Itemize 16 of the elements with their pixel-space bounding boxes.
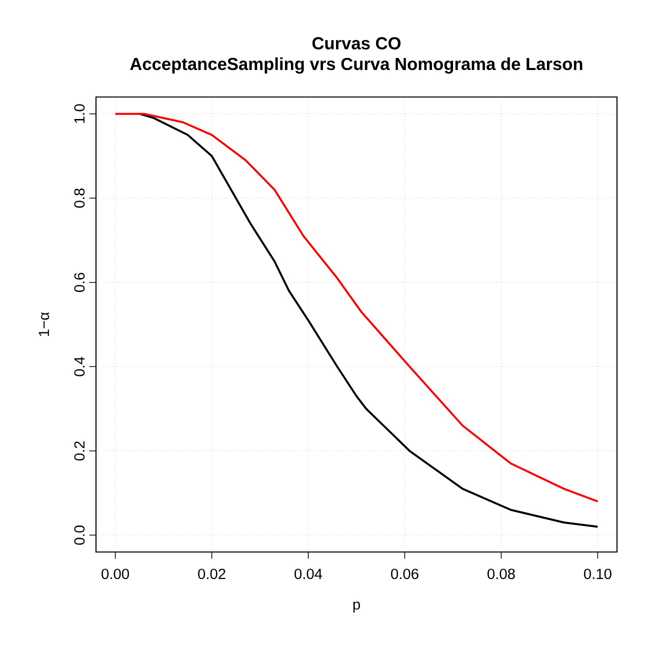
y-tick-label: 0.8 xyxy=(74,188,85,208)
x-tick-label: 0.10 xyxy=(584,568,612,580)
x-tick-label: 0.00 xyxy=(102,568,129,580)
y-axis-title: 1−α xyxy=(38,312,50,336)
x-tick-label: 0.08 xyxy=(488,568,515,580)
y-tick-label: 0.2 xyxy=(74,441,85,461)
x-axis-title: p xyxy=(353,602,360,612)
x-tick-label: 0.04 xyxy=(294,568,322,580)
y-tick-label: 0.0 xyxy=(74,526,85,545)
y-tick-label: 1.0 xyxy=(74,104,85,123)
x-tick-label: 0.02 xyxy=(198,568,226,580)
y-tick-label: 0.4 xyxy=(74,356,85,376)
x-tick-label: 0.06 xyxy=(391,568,418,580)
y-tick-label: 0.6 xyxy=(74,272,85,292)
chart-subtitle: AcceptanceSampling vrs Curva Nomograma de Larson xyxy=(130,57,582,74)
chart-title: Curvas CO xyxy=(312,37,401,50)
